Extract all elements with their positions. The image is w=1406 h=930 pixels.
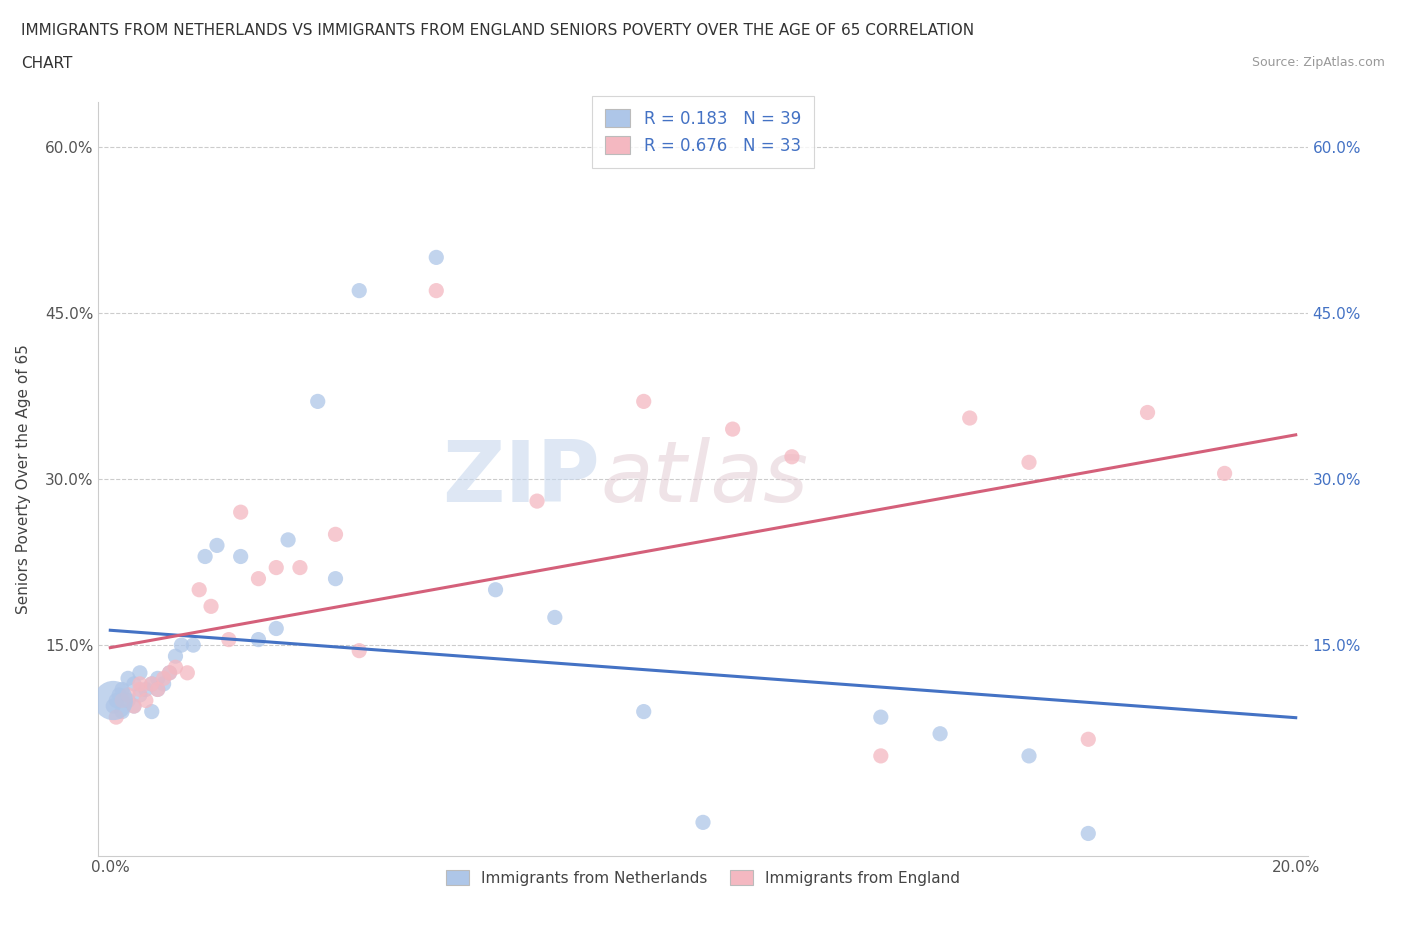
Point <box>117 671 139 685</box>
Point <box>135 682 157 697</box>
Y-axis label: Seniors Poverty Over the Age of 65: Seniors Poverty Over the Age of 65 <box>17 344 31 614</box>
Point <box>721 421 744 436</box>
Point <box>425 250 447 265</box>
Point <box>780 449 803 464</box>
Point <box>264 560 287 575</box>
Point <box>205 538 228 552</box>
Point <box>117 687 139 702</box>
Text: ZIP: ZIP <box>443 437 600 521</box>
Point <box>159 665 181 680</box>
Point <box>122 676 145 691</box>
Point <box>194 549 217 564</box>
Point <box>146 682 169 697</box>
Point <box>103 698 125 713</box>
Point <box>484 582 506 597</box>
Point <box>869 749 891 764</box>
Point <box>117 693 139 708</box>
Point <box>181 638 204 653</box>
Point <box>229 505 252 520</box>
Point <box>1018 455 1040 470</box>
Point <box>347 644 370 658</box>
Legend: Immigrants from Netherlands, Immigrants from England: Immigrants from Netherlands, Immigrants … <box>439 862 967 893</box>
Point <box>129 682 152 697</box>
Point <box>264 621 287 636</box>
Point <box>105 693 128 708</box>
Point <box>129 676 152 691</box>
Point <box>146 682 169 697</box>
Point <box>347 284 370 299</box>
Point <box>111 693 134 708</box>
Text: atlas: atlas <box>600 437 808 521</box>
Point <box>111 704 134 719</box>
Point <box>141 676 163 691</box>
Point <box>277 533 299 548</box>
Point <box>165 660 187 675</box>
Point <box>247 632 270 647</box>
Point <box>200 599 222 614</box>
Point <box>1136 405 1159 420</box>
Point <box>105 710 128 724</box>
Point <box>152 671 174 685</box>
Point <box>108 687 131 702</box>
Point <box>633 704 655 719</box>
Point <box>129 665 152 680</box>
Point <box>959 410 981 425</box>
Point <box>146 671 169 685</box>
Text: IMMIGRANTS FROM NETHERLANDS VS IMMIGRANTS FROM ENGLAND SENIORS POVERTY OVER THE : IMMIGRANTS FROM NETHERLANDS VS IMMIGRANT… <box>21 23 974 38</box>
Point <box>544 610 567 625</box>
Point <box>103 693 125 708</box>
Point <box>229 549 252 564</box>
Point <box>307 394 329 409</box>
Text: Source: ZipAtlas.com: Source: ZipAtlas.com <box>1251 56 1385 69</box>
Point <box>929 726 952 741</box>
Text: CHART: CHART <box>21 56 73 71</box>
Point <box>425 284 447 299</box>
Point <box>141 704 163 719</box>
Point <box>122 698 145 713</box>
Point <box>1077 826 1099 841</box>
Point <box>325 527 347 542</box>
Point <box>218 632 240 647</box>
Point <box>869 710 891 724</box>
Point <box>1213 466 1236 481</box>
Point <box>526 494 548 509</box>
Point <box>159 665 181 680</box>
Point <box>1018 749 1040 764</box>
Point <box>325 571 347 586</box>
Point <box>141 676 163 691</box>
Point <box>692 815 714 830</box>
Point <box>1077 732 1099 747</box>
Point <box>288 560 311 575</box>
Point <box>165 649 187 664</box>
Point <box>176 665 198 680</box>
Point <box>122 698 145 713</box>
Point <box>111 682 134 697</box>
Point <box>633 394 655 409</box>
Point <box>152 676 174 691</box>
Point <box>129 687 152 702</box>
Point <box>247 571 270 586</box>
Point <box>188 582 211 597</box>
Point <box>135 693 157 708</box>
Point <box>170 638 193 653</box>
